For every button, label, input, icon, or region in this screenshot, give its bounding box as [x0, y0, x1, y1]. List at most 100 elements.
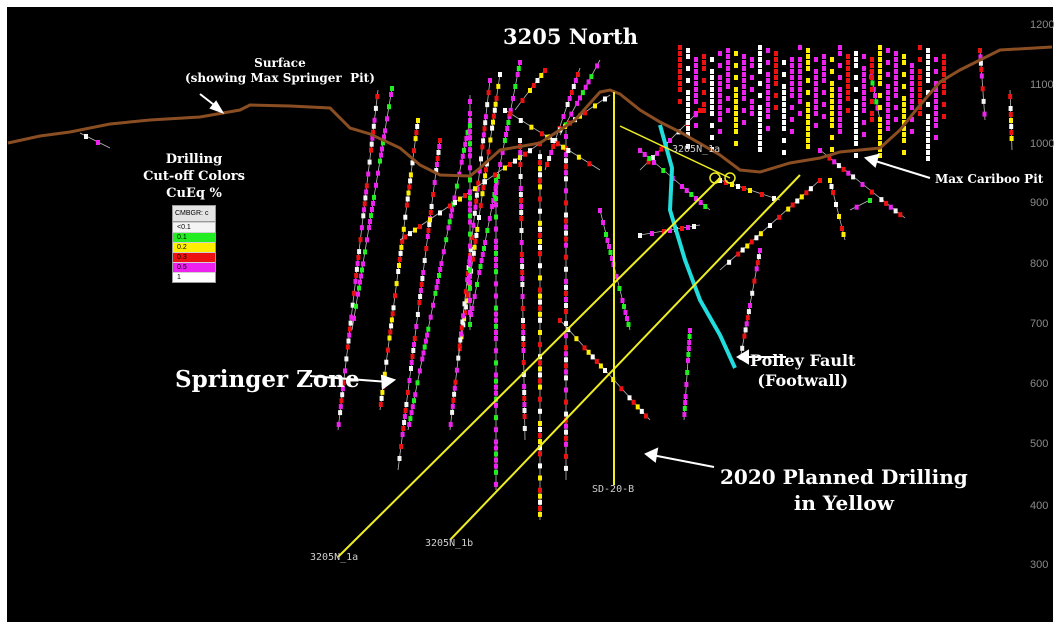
assay-interval-marker: [523, 151, 527, 157]
assay-interval-marker: [854, 75, 858, 80]
assay-interval-marker: [786, 206, 791, 212]
assay-interval-marker: [742, 96, 746, 101]
assay-interval-marker: [926, 126, 930, 131]
assay-interval-marker: [468, 231, 472, 237]
assay-interval-marker: [538, 172, 542, 178]
assay-interval-marker: [378, 402, 383, 407]
assay-interval-marker: [494, 384, 498, 390]
assay-interval-marker: [494, 257, 498, 262]
assay-interval-marker: [569, 90, 574, 95]
assay-interval-marker: [894, 63, 898, 68]
assay-interval-marker: [564, 465, 568, 471]
assay-interval-marker: [463, 289, 468, 295]
assay-interval-marker: [413, 227, 417, 233]
assay-interval-marker: [490, 204, 495, 209]
assay-interval-marker: [521, 348, 526, 353]
assay-interval-marker: [926, 114, 930, 119]
assay-interval-marker: [401, 426, 406, 431]
assay-interval-marker: [822, 114, 826, 119]
assay-interval-marker: [782, 126, 786, 131]
assay-interval-marker: [854, 123, 858, 128]
assay-interval-marker: [740, 247, 745, 253]
assay-interval-marker: [397, 263, 401, 268]
assay-interval-marker: [403, 408, 408, 413]
elevation-label: 1200: [1030, 19, 1055, 31]
assay-interval-marker: [361, 213, 366, 219]
assay-interval-marker: [468, 141, 472, 147]
assay-interval-marker: [782, 60, 786, 65]
assay-interval-marker: [902, 54, 906, 59]
assay-interval-marker: [494, 415, 498, 421]
assay-interval-marker: [564, 423, 568, 429]
assay-interval-marker: [862, 132, 866, 137]
assay-interval-marker: [686, 120, 690, 125]
assay-interval-marker: [519, 228, 524, 233]
assay-interval-marker: [360, 267, 364, 273]
assay-interval-marker: [836, 163, 841, 169]
assay-interval-marker: [942, 102, 946, 107]
assay-interval-marker: [942, 90, 946, 95]
assay-interval-marker: [494, 238, 498, 244]
assay-interval-marker: [870, 87, 874, 92]
assay-interval-marker: [520, 294, 525, 299]
assay-interval-marker: [564, 188, 568, 194]
assay-interval-marker: [750, 87, 754, 92]
assay-interval-marker: [491, 113, 496, 119]
assay-interval-marker: [521, 360, 526, 365]
assay-interval-marker: [854, 63, 858, 68]
assay-interval-marker: [860, 182, 865, 187]
assay-interval-marker: [902, 108, 906, 113]
assay-interval-marker: [503, 165, 507, 171]
assay-interval-marker: [782, 102, 786, 107]
assay-interval-marker: [372, 194, 376, 200]
assay-interval-marker: [494, 402, 498, 408]
assay-interval-marker: [846, 170, 851, 176]
assay-interval-marker: [426, 326, 431, 332]
assay-interval-marker: [774, 105, 778, 110]
assay-interval-marker: [934, 105, 938, 110]
assay-interval-marker: [518, 150, 523, 155]
assay-interval-marker: [678, 75, 682, 80]
assay-interval-marker: [473, 238, 478, 244]
assay-interval-marker: [538, 451, 542, 457]
assay-interval-marker: [827, 155, 832, 161]
assay-interval-marker: [766, 60, 770, 65]
assay-interval-marker: [710, 81, 714, 86]
assay-interval-marker: [758, 141, 762, 146]
assay-interval-marker: [758, 51, 762, 56]
assay-interval-marker: [822, 90, 826, 95]
assay-interval-marker: [494, 457, 498, 463]
assay-interval-marker: [372, 117, 377, 123]
assay-interval-marker: [750, 111, 754, 116]
assay-interval-marker: [472, 294, 477, 299]
assay-interval-marker: [564, 170, 568, 176]
assay-interval-marker: [522, 426, 527, 431]
assay-interval-marker: [838, 99, 842, 104]
assay-interval-marker: [846, 66, 850, 71]
assay-interval-marker: [423, 338, 428, 344]
assay-interval-marker: [756, 254, 761, 260]
assay-interval-marker: [471, 222, 476, 228]
assay-interval-marker: [978, 54, 983, 60]
assay-interval-marker: [407, 378, 412, 383]
assay-interval-marker: [790, 81, 794, 86]
assay-interval-marker: [926, 72, 930, 77]
assay-interval-marker: [806, 144, 810, 149]
assay-interval-marker: [349, 314, 354, 320]
assay-interval-marker: [574, 336, 579, 342]
assay-interval-marker: [598, 208, 602, 213]
assay-interval-marker: [475, 282, 479, 287]
assay-interval-marker: [686, 225, 690, 230]
assay-interval-marker: [564, 333, 568, 339]
assay-interval-marker: [468, 322, 472, 327]
assay-interval-marker: [620, 298, 625, 303]
assay-interval-marker: [371, 129, 376, 135]
assay-interval-marker: [806, 102, 810, 107]
assay-interval-marker: [466, 265, 471, 271]
assay-interval-marker: [702, 54, 706, 59]
assay-interval-marker: [586, 79, 591, 85]
legend-item: <0.1: [173, 222, 215, 232]
assay-interval-marker: [425, 234, 430, 239]
assay-interval-marker: [490, 125, 495, 131]
